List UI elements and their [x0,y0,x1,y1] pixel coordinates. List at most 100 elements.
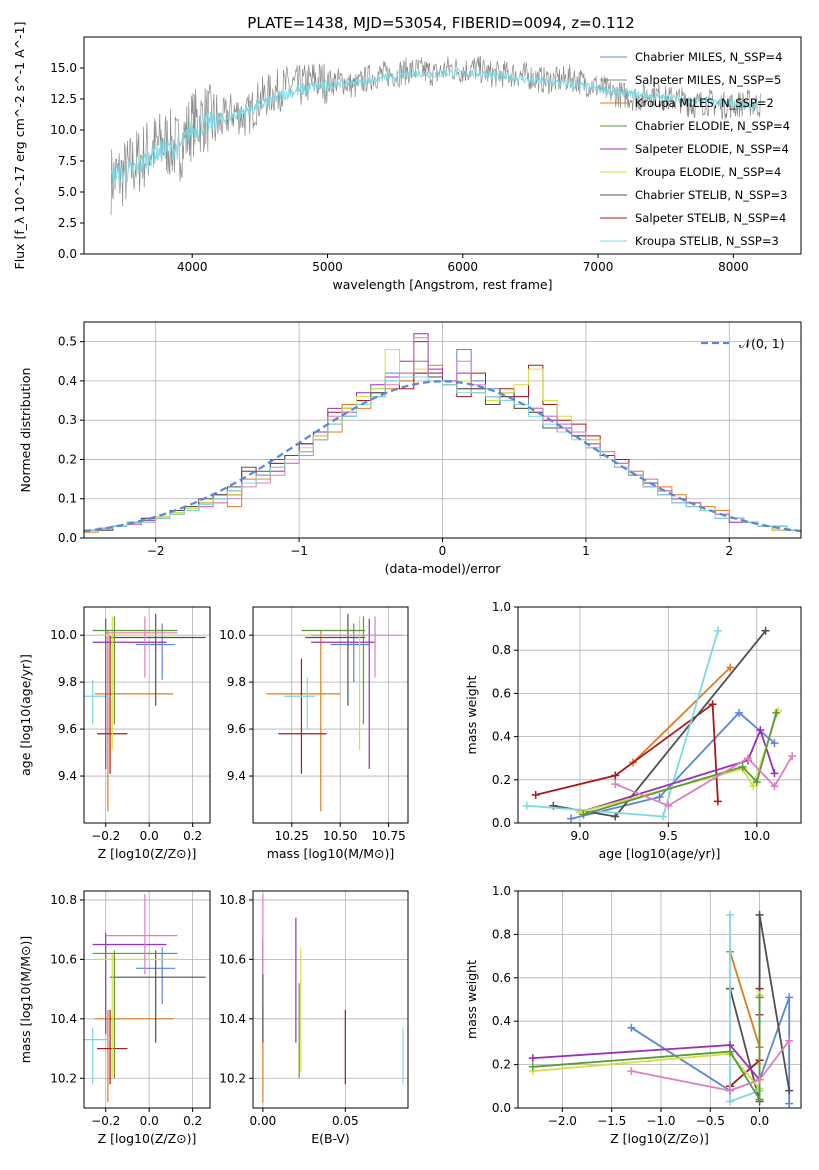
mass_vs_EBV-xtick-label: 0.00 [250,1114,277,1128]
age_vs_Z-xtick-label: 0.2 [183,829,202,843]
spectrum-legend: Chabrier MILES, N_SSP=4 Salpeter MILES, N… [600,50,790,248]
mass_vs_Z-panel: −0.2 0.0 0.2 10.2 10.4 10.6 10.8 Z [log10(Z/Z⊙)… [18,890,211,1146]
weight_vs_Z-point-marker [755,993,764,1002]
spectrum-legend-label: Chabrier MILES, N_SSP=4 [635,50,782,64]
spectrum-ytick-label: 15.0 [50,61,77,75]
spectrum-series-line [110,56,761,216]
mass_vs_Z-plot-area [84,893,206,1103]
weight_vs_age-point-marker [749,782,758,791]
residuals-plot-area [84,333,801,538]
weight_vs_age-point-marker [611,771,620,780]
age_vs_Z-xtick-label: −0.2 [91,829,120,843]
weight_vs_age-point-marker [708,700,717,709]
mass_vs_EBV-panel: 0.00 0.05 10.2 10.4 10.6 10.8 E(B-V) [219,890,409,1146]
weight_vs_age-axes-frame [517,606,802,824]
mass_vs_Z-xtick-label: 0.0 [140,1114,159,1128]
weight_vs_age-point-marker [522,801,531,810]
spectrum-xtick-label: 7000 [583,260,614,274]
mass_vs_EBV-ytick-label: 10.2 [219,1071,246,1085]
mass_vs_EBV-ytick-label: 10.4 [219,1012,246,1026]
weight_vs_Z-point-marker [726,1086,735,1095]
weight_vs_age-series-line [614,755,793,807]
weight_vs_Z-ytick-label: 1.0 [492,884,511,898]
mass_vs_EBV-ytick-label: 10.6 [219,952,246,966]
weight_vs_age-point-marker [567,814,576,823]
weight_vs_Z-point-marker [755,910,764,919]
age_vs_Z-ytick-label: 10.0 [50,628,77,642]
age_vs_Z-axes-frame [83,606,211,824]
weight_vs_Z-panel: −2.0 −1.5 −1.0 −0.5 0.0 0.0 0.2 0.4 0.6 0.8 1.0 Z [… [464,884,802,1146]
residuals-ytick-label: 0.2 [58,452,77,466]
spectrum-xlabel: wavelength [Angstrom, rest frame] [332,277,552,292]
spectrum-ytick-label: 7.5 [58,154,77,168]
mass_vs_Z-ytick-label: 10.2 [50,1071,77,1085]
weight_vs_age-ylabel: mass weight [464,675,479,754]
weight_vs_Z-series-line [532,997,761,1103]
residuals-xlabel: (data-model)/error [385,561,502,576]
residuals-xtick-label: 2 [725,544,733,558]
weight_vs_Z-xtick-label: −0.5 [696,1114,725,1128]
age_vs_mass-xlabel: mass [log10(M/M⊙)] [267,846,395,861]
residuals-ytick-label: 0.1 [58,492,77,506]
weight_vs_Z-ylabel: mass weight [464,960,479,1039]
weight_vs_Z-point-marker [726,1047,735,1056]
spectrum-legend-label: Chabrier STELIB, N_SSP=3 [635,188,787,202]
mass_vs_Z-axes-frame [83,890,211,1109]
weight_vs_age-point-marker [611,780,620,789]
weight_vs_Z-point-marker [627,1023,636,1032]
residuals-ylabel: Normed distribution [18,368,33,493]
residuals-panel: −2 −1 0 1 2 0.0 0.1 0.2 0.3 0.4 0.5 (data-model)/er… [18,321,802,576]
weight_vs_age-point-marker [770,782,779,791]
residuals-xtick-label: 0 [439,544,447,558]
residuals-legend: 𝒩(0, 1) [701,336,785,351]
mass_vs_EBV-axes-frame [252,890,409,1109]
age_vs_Z-xlabel: Z [log10(Z/Z⊙)] [98,846,197,861]
age_vs_mass-ytick-label: 10.0 [219,628,246,642]
weight_vs_Z-point-marker [785,1036,794,1045]
age_vs_Z-plot-area [84,614,206,812]
spectrum-ytick-label: 5.0 [58,185,77,199]
age_vs_Z-ylabel: age [log10(age/yr)] [18,654,33,776]
weight_vs_age-xtick-label: 9.0 [570,829,589,843]
weight_vs_age-point-marker [655,793,664,802]
age_vs_mass-panel: 10.25 10.50 10.75 9.4 9.6 9.8 10.0 mass [log10(… [219,606,409,861]
residuals-ytick-label: 0.0 [58,531,77,545]
age_vs_Z-panel: −0.2 0.0 0.2 9.4 9.6 9.8 10.0 Z [log10(Z/Z⊙)] ag… [18,606,211,861]
weight_vs_age-ytick-label: 0.8 [492,643,511,657]
weight_vs_Z-ytick-label: 0.2 [492,1058,511,1072]
spectrum-legend-label: Salpeter ELODIE, N_SSP=4 [635,142,789,156]
weight_vs_Z-ytick-label: 0.0 [492,1101,511,1115]
weight_vs_Z-series-line [631,1040,790,1092]
spectrum-legend-label: Kroupa STELIB, N_SSP=3 [635,234,779,248]
age_vs_Z-ytick-label: 9.8 [58,675,77,689]
weight_vs_age-series-line [583,712,778,816]
weight_vs_Z-point-marker [627,1067,636,1076]
age_vs_mass-axes-frame [252,606,409,824]
weight_vs_age-point-marker [611,812,620,821]
age_vs_Z-xtick-label: 0.0 [140,829,159,843]
weight_vs_age-point-marker [788,752,797,761]
weight_vs_age-xlabel: age [log10(age/yr)] [599,846,721,861]
figure-title: PLATE=1438, MJD=53054, FIBERID=0094, z=0… [247,14,634,32]
age_vs_Z-ytick-label: 9.6 [58,722,77,736]
weight_vs_age-ytick-label: 1.0 [492,600,511,614]
weight_vs_age-series-line [535,702,719,802]
weight_vs_age-point-marker [713,626,722,635]
residuals-xtick-label: 1 [582,544,590,558]
weight_vs_Z-xtick-label: −1.5 [597,1114,626,1128]
mass_vs_Z-xtick-label: −0.2 [91,1114,120,1128]
weight_vs_Z-xlabel: Z [log10(Z/Z⊙)] [610,1131,709,1146]
weight_vs_age-point-marker [531,790,540,799]
weight_vs_Z-xtick-label: 0.0 [750,1114,769,1128]
weight_vs_age-point-marker [664,801,673,810]
spectrum-xtick-label: 5000 [312,260,343,274]
weight_vs_Z-ytick-label: 0.6 [492,971,511,985]
weight_vs_age-point-marker [756,726,765,735]
spectrum-legend-label: Kroupa MILES, N_SSP=2 [635,96,774,110]
weight_vs_Z-point-marker [755,1095,764,1104]
weight_vs_age-point-marker [770,739,779,748]
spectrum-ytick-label: 10.0 [50,123,77,137]
spectrum-legend-label: Kroupa ELODIE, N_SSP=4 [635,165,781,179]
weight_vs_age-point-marker [761,626,770,635]
weight_vs_age-point-marker [579,810,588,819]
